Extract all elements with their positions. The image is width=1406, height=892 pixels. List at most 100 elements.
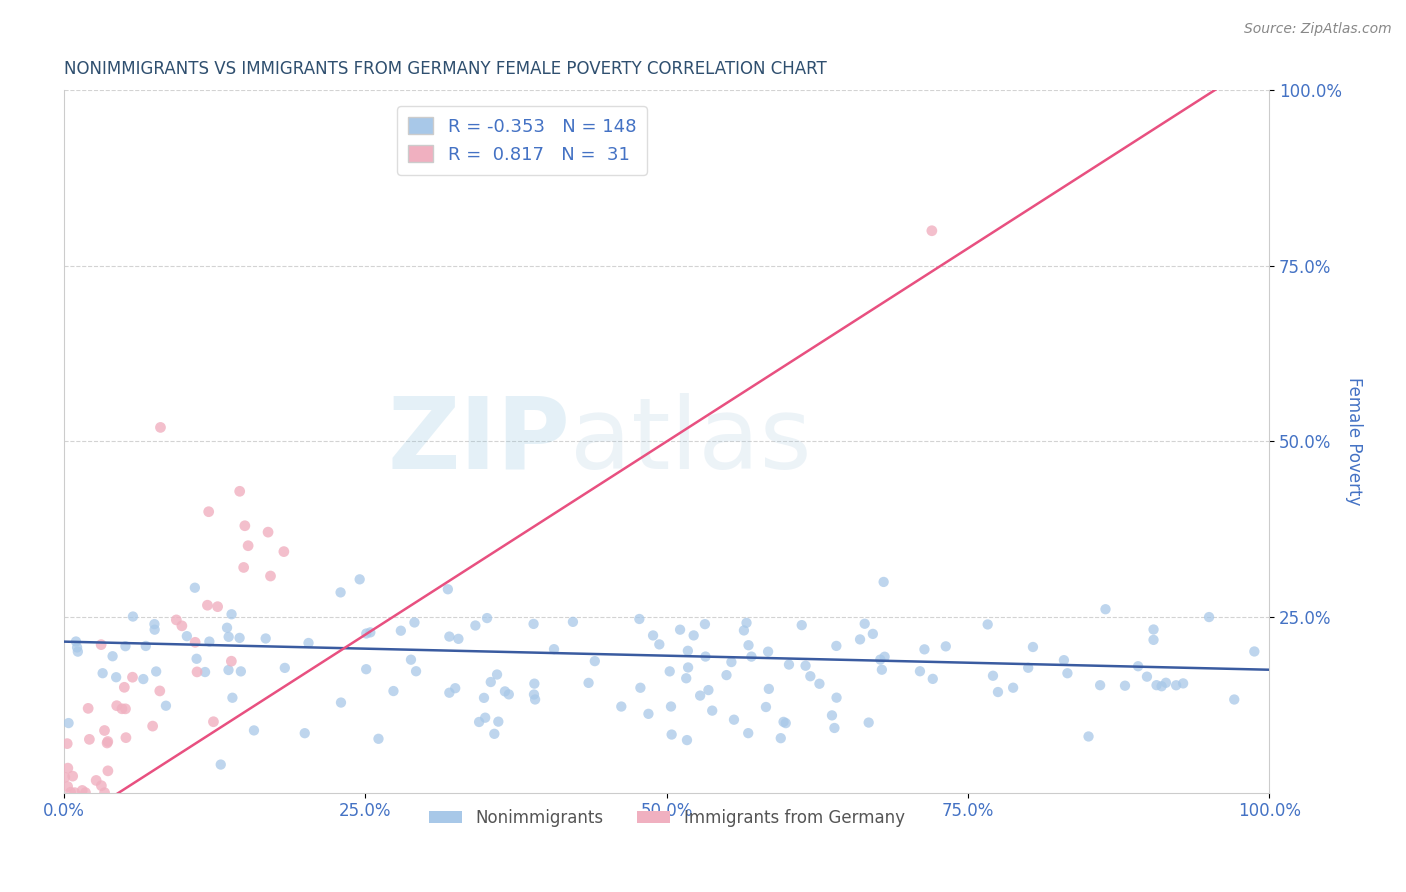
Point <box>202 714 225 729</box>
Point <box>84 773 107 788</box>
Point <box>561 615 583 629</box>
Point <box>77 701 100 715</box>
Point <box>274 661 297 675</box>
Point <box>97 734 120 748</box>
Point <box>675 671 697 685</box>
Point <box>66 640 89 655</box>
Point <box>62 769 84 783</box>
Text: Source: ZipAtlas.com: Source: ZipAtlas.com <box>1244 22 1392 37</box>
Point <box>723 713 745 727</box>
Point <box>439 630 461 644</box>
Point <box>464 618 486 632</box>
Point <box>695 649 717 664</box>
Point <box>1088 678 1111 692</box>
Point <box>215 621 238 635</box>
Point <box>1146 678 1168 692</box>
Point <box>155 698 177 713</box>
Point <box>870 663 893 677</box>
Point <box>90 638 112 652</box>
Point <box>1017 661 1039 675</box>
Point <box>232 560 254 574</box>
Point <box>149 420 172 434</box>
Y-axis label: Female Poverty: Female Poverty <box>1346 377 1362 506</box>
Point <box>56 761 79 775</box>
Point <box>641 628 664 642</box>
Point <box>79 732 101 747</box>
Point <box>872 574 894 589</box>
Point <box>676 733 699 747</box>
Point <box>207 599 229 614</box>
Point <box>1136 670 1159 684</box>
Point <box>143 617 166 632</box>
Point <box>58 716 80 731</box>
Point <box>114 639 136 653</box>
Point <box>976 617 998 632</box>
Point <box>1166 678 1188 692</box>
Point <box>1198 610 1220 624</box>
Point <box>1002 681 1025 695</box>
Text: atlas: atlas <box>571 393 811 490</box>
Point <box>90 779 112 793</box>
Point <box>475 611 498 625</box>
Point <box>145 665 167 679</box>
Point <box>873 649 896 664</box>
Point <box>912 642 935 657</box>
Point <box>399 653 422 667</box>
Point <box>229 665 252 679</box>
Point <box>756 645 779 659</box>
Point <box>115 731 138 745</box>
Point <box>921 224 943 238</box>
Point <box>243 723 266 738</box>
Point <box>772 714 794 729</box>
Point <box>112 681 135 695</box>
Point <box>218 663 240 677</box>
Point <box>676 644 699 658</box>
Point <box>737 638 759 652</box>
Point <box>735 615 758 630</box>
Point <box>367 731 389 746</box>
Point <box>858 715 880 730</box>
Point <box>259 569 281 583</box>
Point <box>228 484 250 499</box>
Point <box>254 632 277 646</box>
Point <box>758 681 780 696</box>
Point <box>1126 659 1149 673</box>
Point <box>693 617 716 632</box>
Point <box>720 655 742 669</box>
Point <box>236 539 259 553</box>
Point <box>1114 679 1136 693</box>
Point <box>221 690 243 705</box>
Point <box>184 635 207 649</box>
Point <box>356 626 378 640</box>
Point <box>935 640 957 654</box>
Point <box>1223 692 1246 706</box>
Point <box>70 783 93 797</box>
Point <box>53 770 76 784</box>
Point <box>522 616 544 631</box>
Point <box>65 634 87 648</box>
Point <box>228 631 250 645</box>
Point <box>444 681 467 696</box>
Point <box>273 544 295 558</box>
Point <box>389 624 412 638</box>
Point <box>825 639 848 653</box>
Text: ZIP: ZIP <box>388 393 571 490</box>
Point <box>755 700 778 714</box>
Point <box>197 505 219 519</box>
Point <box>209 757 232 772</box>
Point <box>849 632 872 647</box>
Point <box>659 699 682 714</box>
Point <box>330 696 353 710</box>
Point <box>628 681 651 695</box>
Point <box>447 632 470 646</box>
Point <box>697 683 720 698</box>
Point <box>524 692 547 706</box>
Point <box>221 654 243 668</box>
Point <box>1056 666 1078 681</box>
Legend: Nonimmigrants, Immigrants from Germany: Nonimmigrants, Immigrants from Germany <box>422 802 911 833</box>
Point <box>578 676 600 690</box>
Point <box>472 690 495 705</box>
Text: NONIMMIGRANTS VS IMMIGRANTS FROM GERMANY FEMALE POVERTY CORRELATION CHART: NONIMMIGRANTS VS IMMIGRANTS FROM GERMANY… <box>65 60 827 78</box>
Point <box>669 623 692 637</box>
Point <box>661 727 683 741</box>
